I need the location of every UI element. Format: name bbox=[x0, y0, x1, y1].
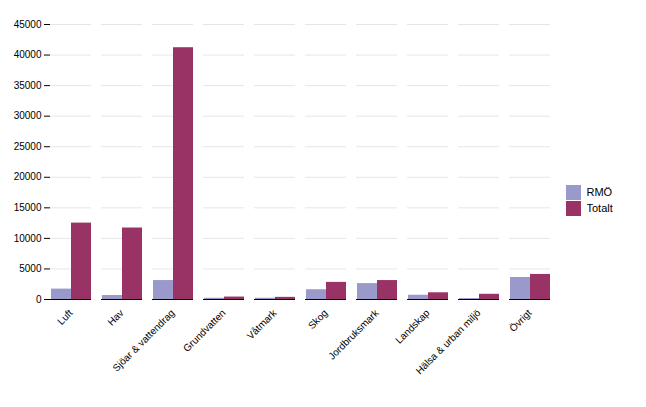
html-text:Totalt: Totalt bbox=[586, 202, 613, 215]
svg-text:Skog: Skog bbox=[306, 307, 330, 331]
svg-text:Hälsa & urban miljö: Hälsa & urban miljö bbox=[414, 306, 483, 375]
svg-text:30000: 30000 bbox=[14, 110, 42, 121]
svg-text:15000: 15000 bbox=[14, 202, 42, 213]
svg-text:45000: 45000 bbox=[14, 18, 42, 29]
svg-text:Våtmark: Våtmark bbox=[245, 306, 280, 341]
svg-text:Sjöar & vattendrag: Sjöar & vattendrag bbox=[110, 307, 176, 373]
svg-text:10000: 10000 bbox=[14, 232, 42, 243]
svg-text:5000: 5000 bbox=[19, 263, 42, 274]
svg-text:Övrigt: Övrigt bbox=[507, 307, 534, 334]
svg-text:0: 0 bbox=[36, 293, 42, 304]
svg-text:Luft: Luft bbox=[55, 307, 75, 327]
html-text:RMÖ: RMÖ bbox=[586, 186, 613, 199]
svg-text:35000: 35000 bbox=[14, 79, 42, 90]
svg-text:Grundvatten: Grundvatten bbox=[181, 307, 228, 354]
svg-text:Jordbruksmark: Jordbruksmark bbox=[326, 306, 381, 361]
svg-text:20000: 20000 bbox=[14, 171, 42, 182]
svg-text:Hav: Hav bbox=[105, 307, 125, 327]
svg-text:40000: 40000 bbox=[14, 49, 42, 60]
svg-text:Landskap: Landskap bbox=[393, 306, 432, 345]
svg-text:25000: 25000 bbox=[14, 140, 42, 151]
